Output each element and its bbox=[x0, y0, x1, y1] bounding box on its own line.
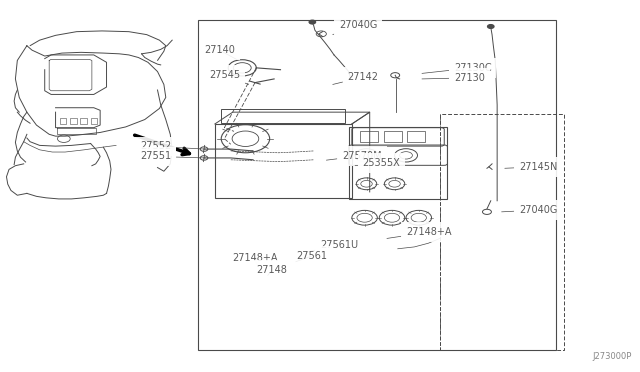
Bar bbox=[198, 20, 556, 350]
Text: 27130C: 27130C bbox=[422, 63, 492, 73]
Bar bbox=[407, 131, 425, 142]
Text: 27551: 27551 bbox=[140, 151, 205, 161]
Bar bbox=[215, 124, 352, 198]
Text: 27561: 27561 bbox=[296, 251, 327, 262]
Bar bbox=[81, 118, 87, 124]
Bar bbox=[60, 118, 67, 124]
Bar bbox=[70, 118, 77, 124]
Bar bbox=[349, 126, 447, 199]
Bar bbox=[440, 114, 564, 350]
Text: 27148+A: 27148+A bbox=[387, 227, 452, 238]
Text: 27570M: 27570M bbox=[326, 151, 382, 161]
Text: 27148: 27148 bbox=[256, 265, 287, 275]
Text: 27130: 27130 bbox=[422, 73, 484, 83]
Circle shape bbox=[309, 20, 316, 24]
Text: 27561U: 27561U bbox=[308, 240, 358, 252]
Bar bbox=[360, 131, 378, 142]
Bar bbox=[91, 118, 97, 124]
Bar bbox=[221, 109, 346, 123]
Text: 25355X: 25355X bbox=[355, 158, 401, 168]
Text: J273000P: J273000P bbox=[593, 352, 632, 361]
Text: 27145N: 27145N bbox=[505, 162, 557, 172]
Text: 27552: 27552 bbox=[140, 141, 205, 151]
Text: 27148+A: 27148+A bbox=[232, 253, 278, 265]
Text: 27140: 27140 bbox=[204, 45, 237, 60]
Text: 27040G: 27040G bbox=[333, 20, 378, 35]
Text: 27142: 27142 bbox=[333, 72, 378, 84]
Circle shape bbox=[488, 25, 494, 28]
Bar bbox=[384, 131, 401, 142]
Text: 27040G: 27040G bbox=[502, 205, 557, 215]
Text: 27545: 27545 bbox=[209, 70, 248, 84]
